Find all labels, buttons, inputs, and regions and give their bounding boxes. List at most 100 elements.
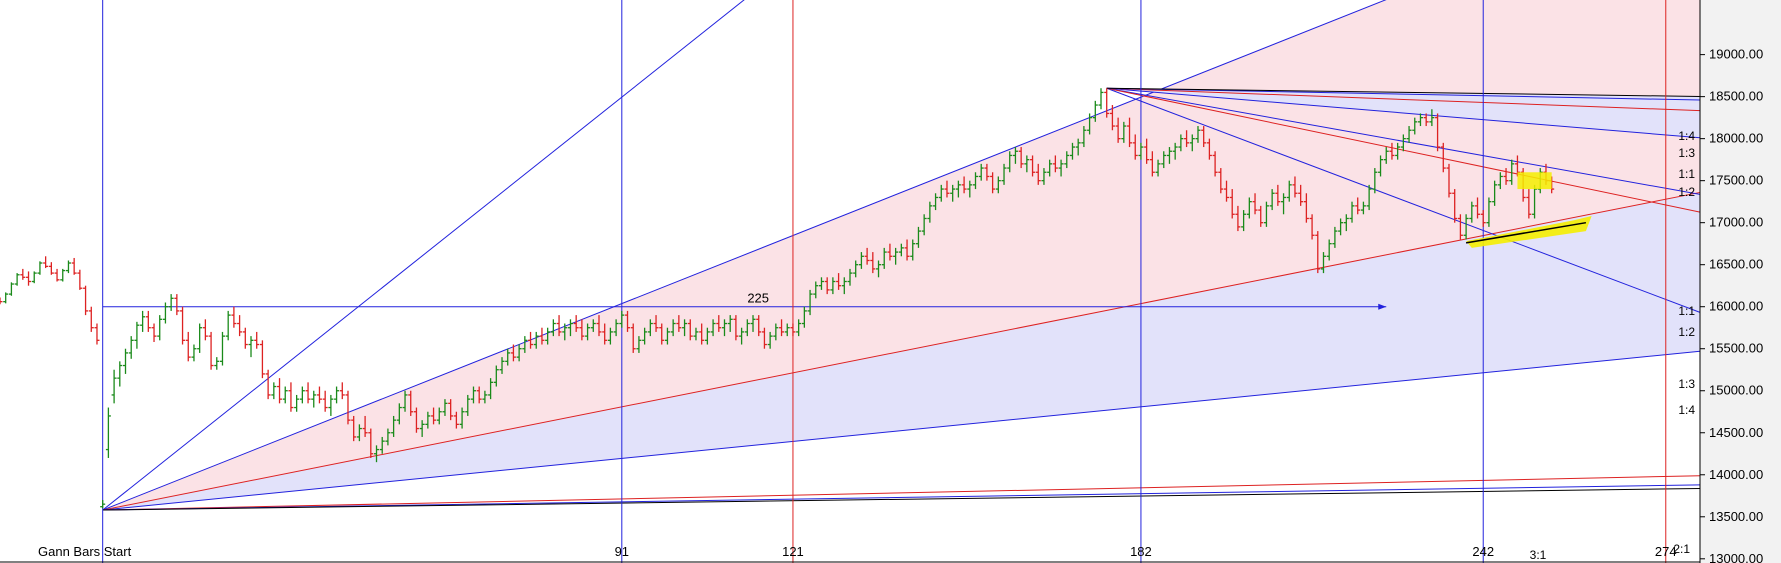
ohlc-bar <box>830 277 836 295</box>
ohlc-bar <box>1263 201 1269 227</box>
ohlc-bar <box>1463 214 1469 240</box>
ohlc-bar <box>716 315 722 332</box>
ohlc-bar <box>413 407 419 433</box>
ohlc-bar <box>1258 205 1264 227</box>
x-tick-label: 121 <box>782 544 804 559</box>
ohlc-bar <box>761 327 767 349</box>
ohlc-bar <box>1429 109 1435 127</box>
ohlc-bar <box>368 428 374 458</box>
y-tick-label: 14000.00 <box>1709 467 1763 482</box>
fan-ratio-label: 1:2 <box>1678 325 1695 339</box>
fan-ratio-label: 1:3 <box>1678 146 1695 160</box>
ohlc-bar <box>26 271 32 286</box>
ohlc-bar <box>282 386 288 404</box>
time-markers <box>621 0 1667 563</box>
ohlc-bar <box>893 247 899 265</box>
ohlc-bar <box>773 323 779 341</box>
y-tick-label: 16000.00 <box>1709 299 1763 314</box>
ohlc-bar <box>636 336 642 353</box>
ohlc-bar <box>1275 184 1281 206</box>
ohlc-bar <box>1178 134 1184 152</box>
ohlc-bar <box>1235 205 1241 232</box>
ohlc-bar <box>687 319 693 341</box>
ohlc-bar <box>1452 189 1458 223</box>
down-fan-1x6 <box>1106 87 1701 97</box>
ohlc-bar <box>625 310 631 332</box>
ohlc-bar <box>316 386 322 404</box>
time-axis: 91 121 182 242 274 <box>615 544 1677 559</box>
ohlc-bar <box>1412 117 1418 135</box>
ohlc-bar <box>590 319 596 332</box>
ohlc-bar <box>533 331 539 349</box>
ohlc-bar <box>853 260 859 278</box>
ohlc-bar <box>539 327 545 345</box>
ohlc-bar <box>1378 155 1384 177</box>
ohlc-bar <box>1486 197 1492 227</box>
ohlc-bar <box>351 415 357 442</box>
ohlc-bar <box>528 331 534 349</box>
ohlc-bar <box>453 411 459 429</box>
ohlc-bar <box>94 323 100 345</box>
ohlc-bar <box>847 268 853 286</box>
ohlc-bar <box>391 415 397 437</box>
ohlc-bar <box>807 289 813 316</box>
ohlc-bar <box>950 184 956 202</box>
ohlc-bar <box>927 201 933 223</box>
ohlc-bar <box>1098 88 1104 110</box>
x-tick-label: 91 <box>615 544 629 559</box>
ohlc-bar <box>1366 184 1372 211</box>
ohlc-bar <box>402 390 408 412</box>
y-tick-label: 19000.00 <box>1709 47 1763 62</box>
ohlc-bar <box>311 390 317 408</box>
ohlc-bar <box>1166 147 1172 164</box>
ohlc-bar <box>322 390 328 412</box>
ohlc-bar <box>864 247 870 265</box>
ohlc-bar <box>1435 113 1441 152</box>
ohlc-bar <box>1189 134 1195 152</box>
price-bars <box>0 88 1555 509</box>
ohlc-bar <box>374 445 380 463</box>
ohlc-bar <box>1360 201 1366 215</box>
ohlc-bar <box>1497 172 1503 190</box>
ohlc-bar <box>801 306 807 328</box>
fan-line-4x1 <box>102 0 745 511</box>
ohlc-bar <box>750 315 756 332</box>
ohlc-bar <box>602 323 608 345</box>
fan-line-1x1 <box>102 191 1701 511</box>
fan-ratio-label: 1:1 <box>1678 167 1695 181</box>
ohlc-bar <box>117 361 123 387</box>
y-tick-label: 14500.00 <box>1709 425 1763 440</box>
ohlc-bar <box>277 378 283 404</box>
ohlc-bar <box>71 257 77 275</box>
ohlc-bar <box>1400 134 1406 152</box>
ohlc-bar <box>123 348 129 374</box>
ohlc-bar <box>1440 142 1446 173</box>
ohlc-bar <box>545 327 551 345</box>
ohlc-bar <box>140 310 146 332</box>
ohlc-bar <box>870 252 876 274</box>
ohlc-bar <box>836 273 842 290</box>
ohlc-bar <box>65 260 71 274</box>
ohlc-bar <box>379 436 385 454</box>
y-tick-label: 18500.00 <box>1709 89 1763 104</box>
ohlc-bar <box>334 386 340 404</box>
ohlc-bar <box>1475 197 1481 219</box>
ohlc-bar <box>197 323 203 353</box>
ohlc-bar <box>442 399 448 416</box>
ohlc-bar <box>180 306 186 345</box>
ohlc-bar <box>419 420 425 437</box>
ohlc-bar <box>955 180 961 198</box>
ohlc-bar <box>522 336 528 353</box>
ohlc-bar <box>1457 214 1463 240</box>
ohlc-bar <box>294 394 300 412</box>
ohlc-bar <box>237 315 243 337</box>
ohlc-bar <box>910 239 916 261</box>
ohlc-bar <box>225 310 231 341</box>
ohlc-bar <box>1423 113 1429 127</box>
ohlc-bar <box>1069 142 1075 160</box>
ohlc-bar <box>1184 130 1190 148</box>
ohlc-bar <box>0 297 3 305</box>
ohlc-bar <box>744 319 750 337</box>
ohlc-bar <box>488 378 494 400</box>
ohlc-bar <box>505 348 511 366</box>
